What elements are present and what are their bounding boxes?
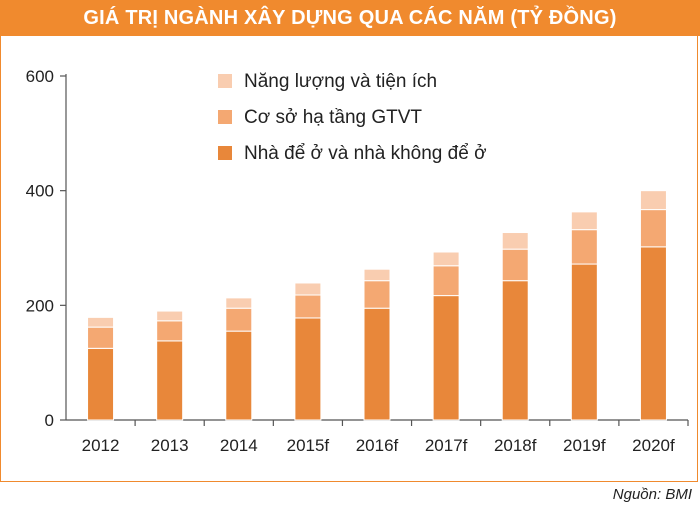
- y-tick-label: 400: [26, 182, 54, 201]
- bar-segment: [225, 297, 253, 309]
- bar-segment: [432, 295, 460, 421]
- chart-frame: [0, 36, 698, 482]
- bar-segment: [639, 190, 667, 211]
- stacked-bar-chart: 2012 2013 2014 2015f 2016f 2017f 2018f 2019f 202…: [26, 67, 689, 455]
- y-tick-label: 600: [26, 67, 54, 86]
- y-tick-label: 0: [45, 411, 54, 430]
- bar-segment: [363, 307, 391, 421]
- source-note: Nguồn: BMI: [612, 486, 692, 503]
- bar-segment: [639, 246, 667, 421]
- bar-segment: [570, 229, 598, 265]
- legend-swatch: [218, 110, 232, 124]
- y-tick-labels: 0 200 400 600: [26, 67, 54, 430]
- bar-segment: [501, 248, 529, 282]
- x-tick-label: 2017f: [425, 436, 468, 455]
- bar-segment: [432, 265, 460, 297]
- bar-segment: [87, 316, 115, 328]
- x-tick-label: 2016f: [356, 436, 399, 455]
- x-tick-label: 2015f: [287, 436, 330, 455]
- bar-segment: [363, 280, 391, 309]
- bar-segment: [639, 209, 667, 248]
- x-tick-label: 2019f: [563, 436, 606, 455]
- bar-segment: [570, 211, 598, 231]
- bars: [87, 190, 667, 421]
- bar-segment: [225, 330, 253, 421]
- y-tick-label: 200: [26, 296, 54, 315]
- x-tick-label: 2020f: [632, 436, 675, 455]
- bar-segment: [156, 340, 184, 421]
- x-tick-label: 2013: [151, 436, 189, 455]
- bar-segment: [294, 317, 322, 421]
- bar-segment: [501, 280, 529, 421]
- bar-segment: [501, 232, 529, 250]
- bar-segment: [570, 263, 598, 421]
- bar-segment: [156, 310, 184, 322]
- x-tick-label: 2014: [220, 436, 258, 455]
- bar-segment: [87, 347, 115, 421]
- bar-segment: [156, 320, 184, 342]
- legend-label: Cơ sở hạ tầng GTVT: [244, 107, 422, 128]
- legend-label: Năng lượng và tiện ích: [244, 71, 437, 92]
- bar-segment: [225, 307, 253, 332]
- bar-segment: [294, 294, 322, 319]
- bar-segment: [87, 326, 115, 349]
- legend-swatch: [218, 146, 232, 160]
- bar-segment: [432, 251, 460, 267]
- bar-segment: [294, 282, 322, 296]
- legend-label: Nhà để ở và nhà không để ở: [244, 143, 487, 164]
- chart-title: GIÁ TRỊ NGÀNH XÂY DỰNG QUA CÁC NĂM (TỶ Đ…: [0, 0, 700, 36]
- x-tick-labels: 2012 2013 2014 2015f 2016f 2017f 2018f 2019f 202…: [82, 436, 675, 455]
- bar-segment: [363, 268, 391, 282]
- x-tick-label: 2018f: [494, 436, 537, 455]
- legend: Năng lượng và tiện ích Cơ sở hạ tầng GTVT…: [218, 71, 487, 164]
- x-tick-label: 2012: [82, 436, 120, 455]
- legend-swatch: [218, 74, 232, 88]
